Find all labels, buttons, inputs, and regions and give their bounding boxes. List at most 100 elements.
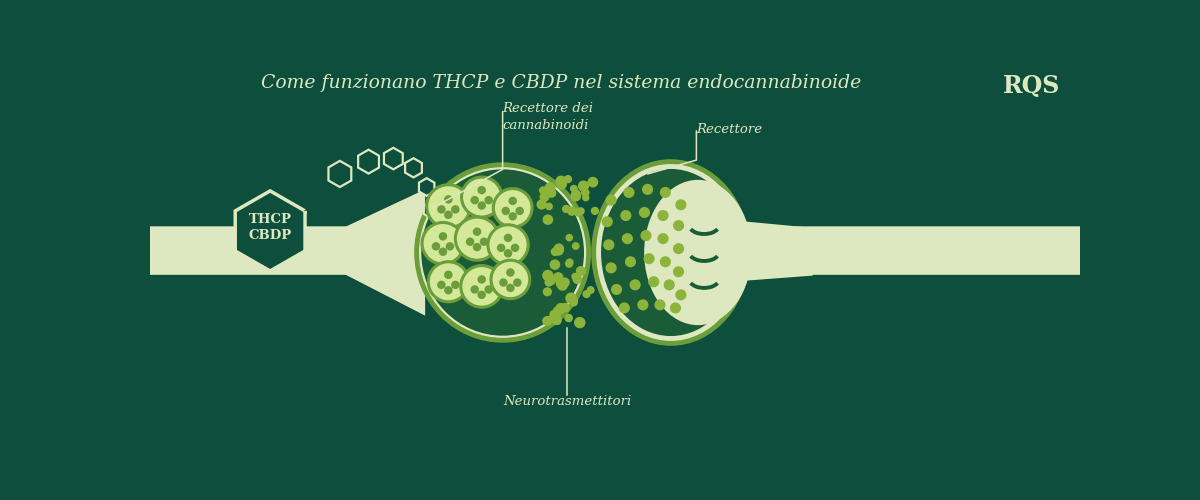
Circle shape [485, 285, 493, 294]
Polygon shape [384, 148, 403, 170]
FancyBboxPatch shape [790, 226, 1084, 275]
Circle shape [623, 187, 635, 198]
Circle shape [570, 185, 577, 192]
Ellipse shape [594, 162, 748, 344]
Circle shape [620, 210, 631, 221]
Circle shape [664, 280, 674, 290]
Circle shape [478, 186, 486, 194]
Circle shape [660, 256, 671, 268]
Circle shape [557, 280, 568, 290]
Circle shape [660, 187, 671, 198]
Circle shape [565, 260, 574, 268]
Circle shape [673, 243, 684, 254]
Circle shape [622, 233, 632, 244]
Circle shape [619, 302, 630, 314]
Circle shape [574, 317, 586, 328]
Circle shape [542, 214, 553, 225]
Circle shape [566, 258, 574, 266]
Circle shape [553, 272, 564, 282]
Circle shape [590, 207, 599, 215]
Text: Recettore: Recettore [696, 123, 762, 136]
Text: Neurotrasmettitori: Neurotrasmettitori [503, 395, 631, 408]
Circle shape [511, 244, 520, 252]
Circle shape [478, 275, 486, 283]
Text: Invio del neurone
(Presinaptico): Invio del neurone (Presinaptico) [162, 236, 280, 266]
Circle shape [473, 228, 481, 236]
Circle shape [478, 290, 486, 299]
Circle shape [502, 206, 510, 215]
Ellipse shape [421, 170, 584, 336]
FancyBboxPatch shape [146, 226, 355, 275]
Circle shape [542, 270, 553, 281]
Circle shape [455, 217, 499, 260]
Circle shape [565, 292, 577, 304]
Circle shape [553, 244, 564, 254]
Circle shape [478, 202, 486, 210]
Circle shape [570, 191, 581, 202]
Polygon shape [419, 178, 434, 196]
Ellipse shape [644, 180, 751, 325]
Circle shape [536, 200, 547, 209]
Circle shape [564, 175, 572, 184]
Circle shape [673, 220, 684, 231]
Circle shape [439, 248, 448, 256]
Circle shape [556, 279, 565, 288]
Circle shape [578, 180, 589, 192]
Circle shape [545, 182, 556, 193]
Circle shape [643, 253, 655, 264]
Circle shape [499, 278, 508, 287]
Circle shape [556, 303, 566, 314]
Circle shape [630, 280, 641, 290]
Circle shape [553, 306, 563, 316]
Circle shape [637, 300, 648, 310]
Circle shape [473, 243, 481, 252]
Text: Come funzionano THCP e CBDP nel sistema endocannabinoide: Come funzionano THCP e CBDP nel sistema … [260, 74, 860, 92]
Circle shape [557, 179, 566, 190]
Text: RQS: RQS [1003, 74, 1061, 98]
Circle shape [466, 238, 474, 246]
Circle shape [625, 256, 636, 268]
Circle shape [470, 285, 479, 294]
Circle shape [547, 314, 557, 324]
Circle shape [485, 196, 493, 204]
Circle shape [444, 210, 452, 219]
Circle shape [670, 302, 682, 314]
Circle shape [564, 314, 572, 322]
Circle shape [437, 205, 445, 214]
Circle shape [497, 244, 505, 252]
Polygon shape [406, 158, 422, 178]
Circle shape [506, 268, 515, 277]
Circle shape [574, 208, 582, 216]
Circle shape [588, 177, 599, 188]
Polygon shape [235, 191, 305, 271]
Circle shape [451, 205, 460, 214]
Circle shape [542, 287, 552, 296]
Circle shape [546, 276, 556, 285]
Circle shape [552, 315, 562, 325]
Circle shape [470, 196, 479, 204]
Circle shape [428, 262, 468, 302]
Circle shape [516, 206, 524, 215]
Circle shape [587, 286, 595, 294]
Circle shape [493, 188, 532, 227]
Circle shape [582, 194, 589, 202]
Circle shape [606, 262, 617, 274]
Circle shape [572, 242, 580, 250]
Circle shape [565, 234, 574, 241]
Circle shape [504, 249, 512, 258]
Polygon shape [739, 227, 809, 276]
Circle shape [439, 232, 448, 240]
Circle shape [611, 284, 622, 295]
Circle shape [432, 242, 440, 250]
Circle shape [568, 206, 576, 216]
Circle shape [509, 196, 517, 205]
Circle shape [444, 286, 452, 294]
Circle shape [576, 266, 586, 276]
Circle shape [480, 238, 488, 246]
Circle shape [606, 194, 617, 205]
Circle shape [648, 276, 659, 287]
Circle shape [676, 290, 686, 300]
Circle shape [545, 202, 553, 210]
Circle shape [642, 184, 653, 195]
Circle shape [676, 199, 686, 210]
